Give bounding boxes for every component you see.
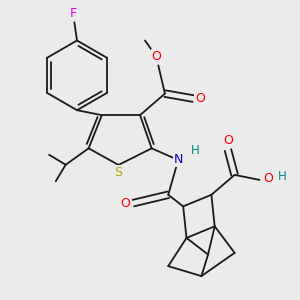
Text: H: H [278, 170, 286, 183]
Text: S: S [115, 166, 122, 179]
Text: O: O [196, 92, 206, 105]
Text: O: O [152, 50, 162, 63]
Text: O: O [120, 196, 130, 210]
Text: O: O [223, 134, 233, 146]
Text: H: H [190, 143, 199, 157]
Text: N: N [173, 154, 183, 166]
Text: F: F [70, 7, 77, 20]
Text: O: O [263, 172, 273, 185]
